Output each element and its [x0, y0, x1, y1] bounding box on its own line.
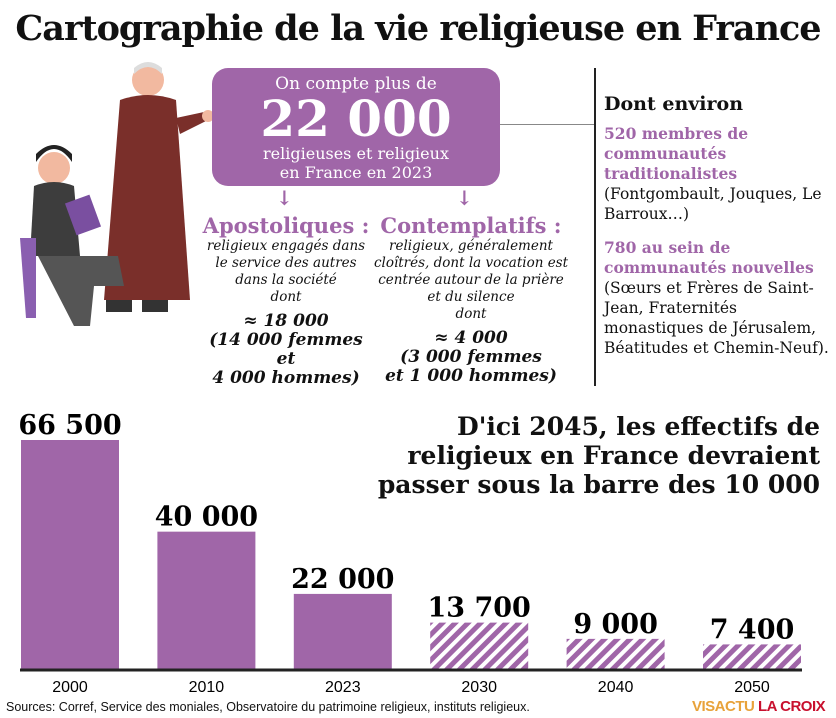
monk-figure — [104, 62, 214, 312]
data-label-2040: 9 000 — [573, 609, 658, 640]
callout-total: 22 000 — [260, 89, 452, 148]
chart-headline: D'ici 2045, les effectifs de religieux e… — [377, 412, 820, 499]
logo: VISACTU LA CROIX — [692, 698, 826, 715]
contemplatifs-desc: religieux, généralement cloîtrés, dont la… — [373, 238, 569, 322]
tick-label-2030: 2030 — [461, 679, 497, 696]
nouvelles-note: 780 au sein de communautés nouvelles (Sœ… — [604, 238, 829, 357]
apostoliques-title: Apostoliques : — [202, 213, 370, 238]
sources: Sources: Corref, Service des moniales, O… — [6, 700, 530, 714]
bar-chart: 66 500 2000 40 000 2010 22 000 2023 13 700 2030… — [18, 410, 802, 696]
total-callout: On compte plus de 22 000 religieuses et … — [212, 68, 500, 186]
connector-line — [500, 124, 594, 125]
data-label-2023: 22 000 — [291, 564, 394, 595]
nun-figure — [20, 145, 124, 326]
tick-label-2010: 2010 — [189, 679, 225, 696]
callout-line3: religieuses et religieux — [263, 144, 449, 163]
bar-2023 — [293, 593, 392, 670]
data-label-2010: 40 000 — [155, 502, 258, 533]
data-label-2050: 7 400 — [710, 614, 795, 645]
bar-2010 — [157, 531, 256, 670]
data-label-2030: 13 700 — [428, 593, 531, 624]
tick-label-2000: 2000 — [52, 679, 88, 696]
illustration-religious-figures — [20, 62, 214, 326]
apostoliques-desc: religieux engagés dans le service des aut… — [206, 238, 366, 305]
arrow-down-icon: ↓ — [276, 186, 293, 210]
arrow-down-icon: ↓ — [456, 186, 473, 210]
page-title: Cartographie de la vie religieuse en Fra… — [15, 8, 821, 49]
contemplatifs-block: Contemplatifs : religieux, généralement c… — [366, 214, 576, 386]
callout-intro: On compte plus de — [275, 74, 437, 94]
bar-2040 — [566, 638, 665, 670]
traditionalistes-note: 520 membres de communautés traditionalis… — [604, 124, 822, 223]
tick-label-2050: 2050 — [734, 679, 770, 696]
apostoliques-count: ≈ 18 000 (14 000 femmes et 4 000 hommes) — [209, 311, 363, 388]
apostoliques-block: Apostoliques : religieux engagés dans le … — [186, 214, 386, 388]
tick-label-2040: 2040 — [598, 679, 634, 696]
data-label-2000: 66 500 — [18, 410, 121, 441]
side-panel: Dont environ 520 membres de communautés … — [604, 94, 834, 372]
contemplatifs-title: Contemplatifs : — [380, 213, 562, 238]
contemplatifs-count: ≈ 4 000 (3 000 femmes et 1 000 hommes) — [385, 328, 557, 386]
side-heading: Dont environ — [604, 93, 744, 115]
callout-line4: en France en 2023 — [279, 163, 433, 182]
tick-label-2023: 2023 — [325, 679, 361, 696]
bar-2030 — [430, 622, 529, 670]
divider — [594, 68, 596, 386]
bar-2000 — [21, 440, 119, 670]
bar-2050 — [703, 644, 801, 670]
